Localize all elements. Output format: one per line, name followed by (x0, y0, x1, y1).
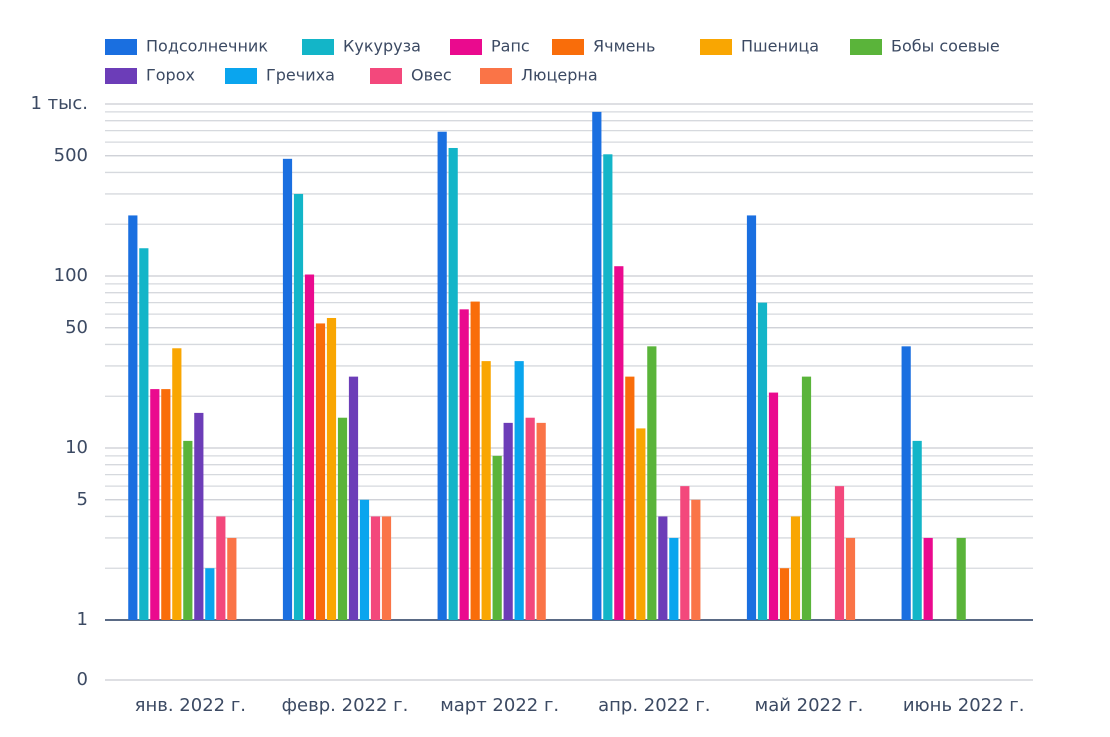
bar (536, 422, 546, 620)
legend-label: Люцерна (521, 66, 598, 85)
bar (514, 361, 524, 620)
bar (746, 215, 757, 620)
bar (481, 361, 491, 620)
y-tick-label: 1 (77, 609, 88, 630)
x-tick-label: апр. 2022 г. (598, 695, 710, 716)
legend-swatch (225, 68, 257, 84)
bar (636, 428, 646, 620)
legend-label: Бобы соевые (891, 37, 1000, 56)
bar (901, 346, 911, 620)
bar (912, 440, 922, 620)
bar (779, 568, 790, 620)
legend-label: Горох (146, 66, 195, 85)
bar (172, 348, 182, 620)
bar (216, 516, 226, 620)
legend-swatch (302, 39, 334, 55)
bar (603, 154, 613, 621)
bar (614, 266, 624, 620)
x-tick-label: июнь 2022 г. (903, 695, 1025, 716)
bar (381, 516, 392, 620)
bar (348, 376, 359, 620)
legend-swatch (480, 68, 512, 84)
x-tick-label: март 2022 г. (440, 695, 559, 716)
legend-swatch (370, 68, 402, 84)
bar (768, 392, 779, 620)
bar (437, 131, 447, 620)
legend-swatch (552, 39, 584, 55)
bar (194, 412, 204, 620)
legend-swatch (700, 39, 732, 55)
bar (691, 499, 701, 620)
bar (282, 158, 293, 620)
bar (315, 323, 326, 620)
bar (503, 422, 513, 620)
bar (647, 346, 657, 620)
x-tick-label: янв. 2022 г. (135, 695, 246, 716)
legend-swatch (850, 39, 882, 55)
legend-label: Гречиха (266, 66, 335, 85)
legend-label: Подсолнечник (146, 37, 268, 56)
legend-swatch (105, 68, 137, 84)
legend-label: Пшеница (741, 37, 819, 56)
bar (658, 516, 668, 620)
bar (625, 376, 635, 620)
bar (669, 537, 679, 620)
bar (139, 248, 149, 621)
bar (304, 274, 315, 620)
x-tick-label: февр. 2022 г. (282, 695, 409, 716)
bar (128, 215, 138, 620)
bar (845, 537, 856, 620)
legend-label: Ячмень (593, 37, 655, 56)
bar (370, 516, 381, 620)
bar (205, 568, 215, 620)
y-tick-label: 100 (54, 265, 88, 286)
y-tick-label: 50 (65, 317, 88, 338)
bar (801, 376, 812, 620)
bar (790, 516, 801, 620)
bar (680, 486, 690, 620)
legend-label: Рапс (491, 37, 530, 56)
bar (161, 389, 171, 620)
bar (150, 389, 160, 620)
y-tick-label: 1 тыс. (31, 93, 89, 114)
bar (293, 193, 304, 620)
bar (525, 417, 535, 620)
legend-label: Овес (411, 66, 452, 85)
bar (470, 301, 480, 620)
bar (492, 455, 502, 620)
bar (183, 440, 193, 620)
bar (459, 309, 469, 620)
bar (448, 147, 458, 620)
legend-swatch (450, 39, 482, 55)
bar (956, 537, 966, 620)
bar (326, 317, 337, 620)
bar (834, 486, 845, 620)
legend-label: Кукуруза (343, 37, 421, 56)
bar (592, 111, 602, 620)
y-tick-label: 500 (54, 145, 88, 166)
legend-swatch (105, 39, 137, 55)
bar (227, 537, 237, 620)
y-tick-label: 10 (65, 437, 88, 458)
bar (923, 537, 933, 620)
y-tick-label: 5 (77, 489, 88, 510)
y-tick-label: 0 (77, 669, 88, 690)
bar (337, 417, 348, 620)
bar (757, 302, 768, 620)
x-tick-label: май 2022 г. (755, 695, 864, 716)
bar (359, 499, 370, 620)
